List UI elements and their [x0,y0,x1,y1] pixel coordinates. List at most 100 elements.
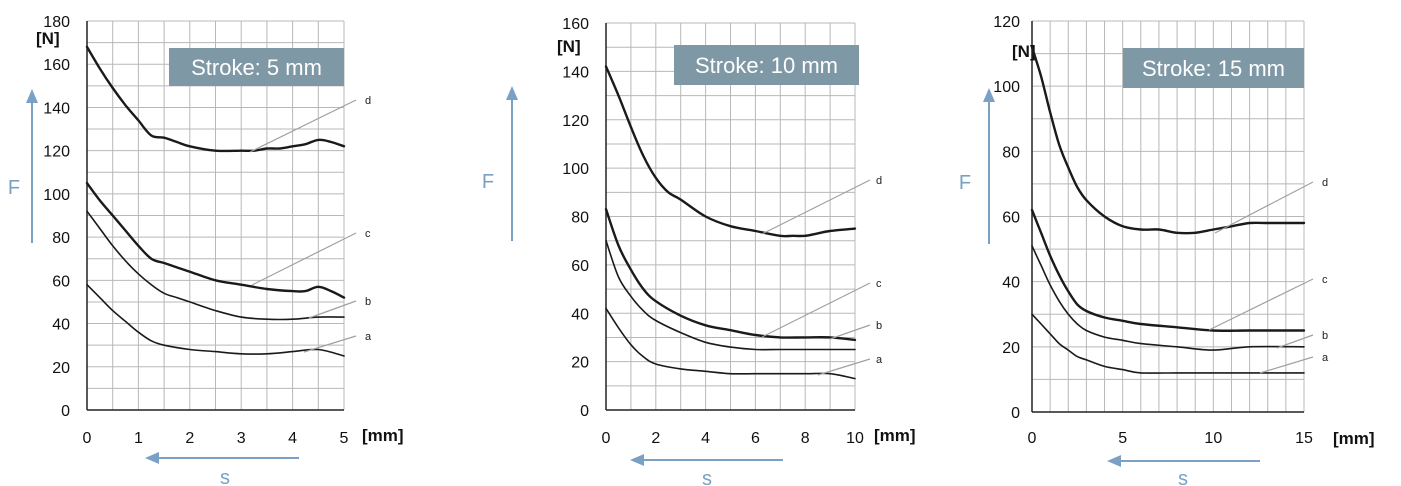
chart-1-y-tick-label: 40 [52,317,70,334]
chart-3-title: Stroke: 15 mm [1142,56,1285,81]
chart-1-x-tick-label: 3 [237,430,246,447]
chart-2-y-tick-label: 0 [580,403,589,420]
chart-1-y-tick-label: 180 [43,14,70,31]
chart-2-y-tick-label: 20 [571,355,589,372]
chart-3-series-a-leader [1259,356,1314,374]
chart-3-series-c-line [1030,208,1306,332]
chart-2-y-tick-label: 60 [571,258,589,275]
chart-3-title-box [1123,48,1304,88]
chart-2-x-tick-label: 4 [701,430,710,447]
chart-3-series-a-line [1031,313,1305,374]
chart-3-series-b-leader [1276,334,1314,349]
chart-3-series-a-label: a [1322,352,1329,364]
chart-3-y-unit: [N] [1012,42,1036,61]
chart-2-series-c-leader [761,282,871,338]
chart-1-stroke-arrow-head [145,452,159,464]
chart-2-x-tick-label: 2 [651,430,660,447]
chart-2-title: Stroke: 10 mm [695,53,838,78]
chart-3-force-symbol: F [959,172,971,194]
chart-1-series-b-line [86,210,345,321]
chart-1-y-tick-label: 0 [61,403,70,420]
chart-3-stroke-arrow-head [1107,455,1121,467]
chart-1-series-c-leader [251,232,357,286]
chart-2-stroke-symbol: s [702,468,712,486]
chart-1-x-tick-label: 1 [134,430,143,447]
chart-1-y-tick-label: 20 [52,360,70,377]
chart-2-x-unit: [mm] [874,426,916,445]
chart-3-y-tick-label: 20 [1002,340,1020,357]
chart-1-x-unit: [mm] [362,426,404,445]
chart-3-series-d-leader [1214,181,1314,234]
chart-1-series-a-leader [303,335,357,353]
chart-2-stroke-arrow [630,454,783,466]
chart-1-x-tick-label: 4 [288,430,297,447]
chart-3-y-tick-label: 40 [1002,275,1020,292]
chart-2-series-c-line [604,208,857,342]
chart-1-series-a-line [86,283,345,357]
chart-1-x-tick-label: 2 [185,430,194,447]
chart-3-y-tick-label: 80 [1002,144,1020,161]
chart-3-series-d-line [1030,45,1306,235]
chart-1-x-tick-label: 0 [83,430,92,447]
chart-1-series-c-label: c [365,228,371,240]
chart-2-force-arrow [506,86,518,241]
chart-1-y-tick-label: 100 [43,187,70,204]
chart-3-y-tick-label: 100 [993,79,1020,96]
chart-1-series-d-leader [249,99,357,153]
chart-3-y-tick-label: 0 [1011,405,1020,422]
chart-1-force-arrow-head [26,89,38,103]
chart-2-y-tick-label: 160 [562,16,589,33]
chart-2-series-a-line [605,307,856,380]
chart-3-y-tick-label: 120 [993,14,1020,31]
chart-2-y-tick-label: 100 [562,161,589,178]
chart-2-series-a-leader [817,358,871,376]
chart-3-series-b-label: b [1322,330,1328,342]
chart-3: 0 20 40 60 80 100 120 0 5 10 15 [N] [mm] Stroke: 15 m… [959,14,1375,486]
chart-2-x-tick-label: 6 [751,430,760,447]
chart-2: 0 20 40 60 80 100 120 140 160 0 2 4 6 8 10 [N] [mm] Strok… [482,16,916,486]
chart-1-stroke-symbol: s [220,467,230,486]
chart-1: 0 20 40 60 80 100 120 140 160 180 0 1 2 3 4 5 [N] [mm] Str… [8,14,404,486]
chart-2-series-d-line [604,65,857,238]
chart-3-series-c-leader [1208,278,1314,331]
chart-2-series-b-label: b [876,320,882,332]
chart-3-x-tick-label: 15 [1295,430,1313,447]
chart-1-y-tick-label: 80 [52,230,70,247]
chart-2-series-b-leader [829,324,871,340]
chart-2-series-b-line [605,239,856,351]
chart-1-y-unit: [N] [36,29,60,48]
chart-3-stroke-symbol: s [1178,468,1188,486]
chart-1-series-a-label: a [365,331,372,343]
chart-1-y-tick-label: 120 [43,144,70,161]
chart-2-y-tick-label: 140 [562,64,589,81]
chart-1-title: Stroke: 5 mm [191,55,322,80]
chart-2-x-tick-label: 0 [602,430,611,447]
chart-1-force-arrow [26,89,38,243]
chart-2-y-tick-label: 120 [562,113,589,130]
chart-1-series-c-line [85,181,346,299]
chart-2-series-d-label: d [876,175,882,187]
chart-2-y-tick-label: 40 [571,306,589,323]
chart-1-stroke-arrow [145,452,299,464]
chart-2-y-unit: [N] [557,37,581,56]
chart-2-stroke-arrow-head [630,454,644,466]
chart-1-title-box [169,48,344,86]
chart-1-y-tick-label: 140 [43,100,70,117]
chart-2-x-tick-label: 10 [846,430,864,447]
chart-3-x-tick-label: 0 [1028,430,1037,447]
chart-1-y-tick-label: 160 [43,57,70,74]
chart-3-series-b-line [1031,245,1305,351]
chart-3-force-arrow [983,88,995,244]
chart-2-x-tick-label: 8 [801,430,810,447]
chart-3-force-arrow-head [983,88,995,102]
chart-3-stroke-arrow [1107,455,1260,467]
chart-2-series-d-leader [761,179,871,235]
chart-3-x-tick-label: 5 [1118,430,1127,447]
chart-3-series-d-label: d [1322,177,1328,189]
chart-1-series-d-line [85,45,346,153]
chart-1-series-b-leader [308,300,357,319]
chart-2-y-tick-label: 80 [571,210,589,227]
chart-3-x-unit: [mm] [1333,429,1375,448]
chart-3-y-tick-label: 60 [1002,210,1020,227]
